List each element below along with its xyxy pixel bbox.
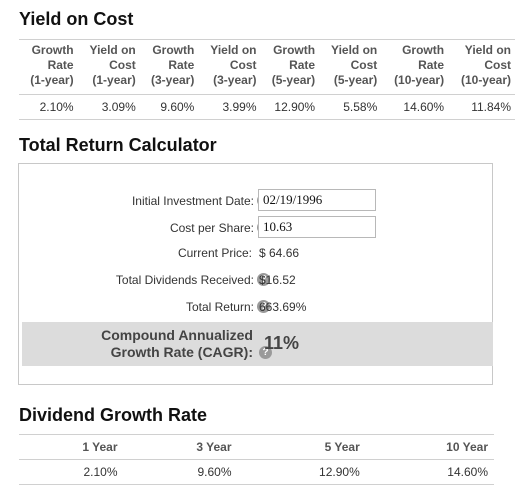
column-header-yoc-10y: Yield on Cost (10-year) bbox=[448, 39, 515, 95]
table-row: 2.10% 9.60% 12.90% 14.60% bbox=[19, 459, 494, 485]
column-header-3-year: 3 Year bbox=[123, 434, 238, 460]
column-header-yoc-5y: Yield on Cost (5-year) bbox=[319, 39, 382, 95]
current-price-row: Current Price: $ 64.66 bbox=[19, 241, 492, 265]
cost-per-share-input[interactable] bbox=[258, 216, 376, 238]
total-dividends-label: Total Dividends Received: bbox=[115, 273, 254, 287]
cost-per-share-row: Cost per Share: ? bbox=[19, 216, 492, 240]
total-return-value: 663.69% bbox=[259, 300, 307, 314]
table-cell: 11.84% bbox=[448, 94, 515, 120]
column-header-yoc-3y: Yield on Cost (3-year) bbox=[198, 39, 261, 95]
yield-on-cost-title: Yield on Cost bbox=[19, 9, 134, 29]
table-header-row: 1 Year 3 Year 5 Year 10 Year bbox=[19, 434, 494, 460]
help-icon[interactable]: ? bbox=[257, 300, 270, 313]
column-header-growth-3y: Growth Rate (3-year) bbox=[139, 39, 199, 95]
column-header-1-year: 1 Year bbox=[19, 434, 124, 460]
column-header-yoc-1y: Yield on Cost (1-year) bbox=[77, 39, 140, 95]
table-cell: 12.90% bbox=[237, 459, 366, 485]
cagr-row: Compound Annualized Growth Rate (CAGR): … bbox=[22, 322, 493, 366]
table-cell: 2.10% bbox=[19, 94, 78, 120]
table-cell: 5.58% bbox=[319, 94, 382, 120]
yield-on-cost-table: Growth Rate (1-year) Yield on Cost (1-year) … bbox=[19, 39, 515, 120]
table-cell: 12.90% bbox=[260, 94, 320, 120]
current-price-value: $ 64.66 bbox=[259, 246, 300, 260]
column-header-growth-1y: Growth Rate (1-year) bbox=[19, 39, 78, 95]
total-dividends-row: Total Dividends Received: ? $16.52 bbox=[19, 268, 492, 292]
help-icon[interactable]: ? bbox=[257, 273, 270, 286]
initial-investment-date-input[interactable] bbox=[258, 189, 376, 211]
column-header-growth-5y: Growth Rate (5-year) bbox=[260, 39, 320, 95]
table-cell: 14.60% bbox=[381, 94, 449, 120]
table-cell: 9.60% bbox=[139, 94, 199, 120]
total-return-label: Total Return: bbox=[185, 300, 254, 314]
initial-investment-row: Initial Investment Date: ? bbox=[19, 189, 492, 213]
current-price-label: Current Price: bbox=[177, 246, 252, 260]
total-return-row: Total Return: ? 663.69% bbox=[19, 295, 492, 319]
cost-per-share-label: Cost per Share: bbox=[169, 221, 254, 235]
dividend-growth-table: 1 Year 3 Year 5 Year 10 Year 2.10% 9.60%… bbox=[19, 434, 494, 485]
table-header-row: Growth Rate (1-year) Yield on Cost (1-year) … bbox=[19, 39, 515, 95]
help-icon[interactable]: ? bbox=[259, 346, 272, 359]
initial-investment-label: Initial Investment Date: bbox=[131, 194, 254, 208]
column-header-growth-10y: Growth Rate (10-year) bbox=[381, 39, 449, 95]
total-dividends-value: $16.52 bbox=[259, 273, 296, 287]
table-cell: 2.10% bbox=[19, 459, 124, 485]
table-cell: 3.99% bbox=[198, 94, 261, 120]
cagr-label: Compound Annualized Growth Rate (CAGR): bbox=[101, 327, 253, 360]
table-cell: 14.60% bbox=[365, 459, 494, 485]
table-row: 2.10% 3.09% 9.60% 3.99% 12.90% 5.58% 14.… bbox=[19, 94, 515, 120]
column-header-10-year: 10 Year bbox=[365, 434, 494, 460]
cagr-value: 11% bbox=[264, 333, 300, 353]
table-cell: 3.09% bbox=[77, 94, 140, 120]
table-cell: 9.60% bbox=[123, 459, 238, 485]
total-return-calculator-title: Total Return Calculator bbox=[19, 135, 217, 155]
dividend-growth-rate-title: Dividend Growth Rate bbox=[19, 405, 208, 425]
column-header-5-year: 5 Year bbox=[237, 434, 366, 460]
total-return-calculator: Initial Investment Date: ? Cost per Shar… bbox=[18, 163, 493, 385]
